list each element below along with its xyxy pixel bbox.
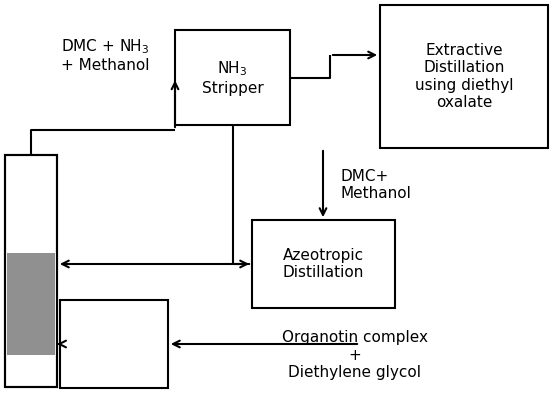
Text: DMC+
Methanol: DMC+ Methanol <box>340 169 411 201</box>
Bar <box>5 155 57 387</box>
Text: Azeotropic
Distillation: Azeotropic Distillation <box>283 248 364 280</box>
Bar <box>252 220 395 308</box>
Text: Organotin complex
+
Diethylene glycol: Organotin complex + Diethylene glycol <box>282 330 428 380</box>
Text: DMC + NH$_3$
+ Methanol: DMC + NH$_3$ + Methanol <box>60 37 150 73</box>
Text: NH$_3$
Stripper: NH$_3$ Stripper <box>202 59 263 96</box>
Bar <box>5 155 57 387</box>
Bar <box>175 30 290 125</box>
Bar <box>60 300 168 388</box>
Bar <box>380 5 548 148</box>
Text: Extractive
Distillation
using diethyl
oxalate: Extractive Distillation using diethyl ox… <box>415 43 514 110</box>
Bar <box>7 253 55 355</box>
